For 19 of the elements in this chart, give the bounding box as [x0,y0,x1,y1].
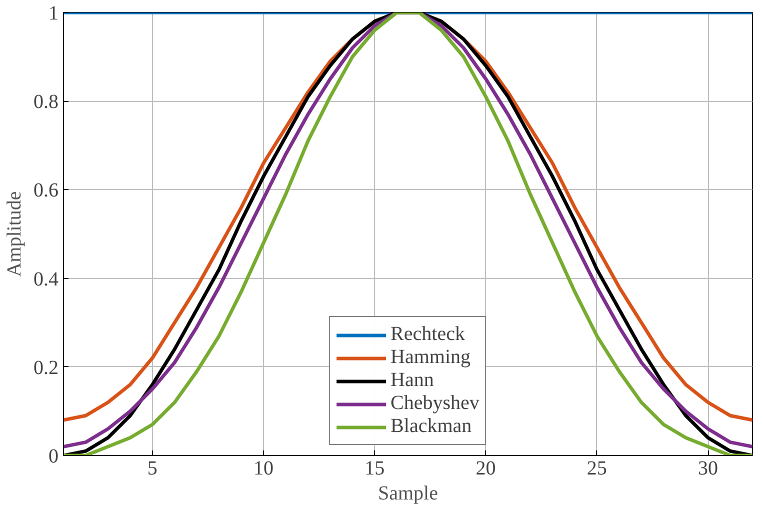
y-tick-label: 0.4 [34,268,58,290]
y-tick-label: 0 [48,446,58,468]
x-axis-title: Sample [378,482,438,504]
x-tick-label: 15 [364,458,385,480]
x-tick-label: 25 [586,458,607,480]
legend-label: Chebyshev [390,392,480,415]
y-tick-label: 0.6 [34,180,58,202]
x-tick-label: 30 [698,458,718,480]
x-tick-label: 5 [147,458,158,480]
y-tick-label: 0.2 [34,356,58,379]
y-tick-label: 0.8 [34,91,58,114]
legend-label: Hann [390,369,434,392]
y-axis-title: Amplitude [4,191,26,277]
legend-label: Hamming [390,346,471,369]
legend-label: Rechteck [390,323,465,346]
y-tick-label: 1 [48,2,58,24]
x-tick-label: 20 [476,458,496,480]
x-tick-label: 10 [254,458,274,480]
legend-label: Blackman [390,415,472,438]
